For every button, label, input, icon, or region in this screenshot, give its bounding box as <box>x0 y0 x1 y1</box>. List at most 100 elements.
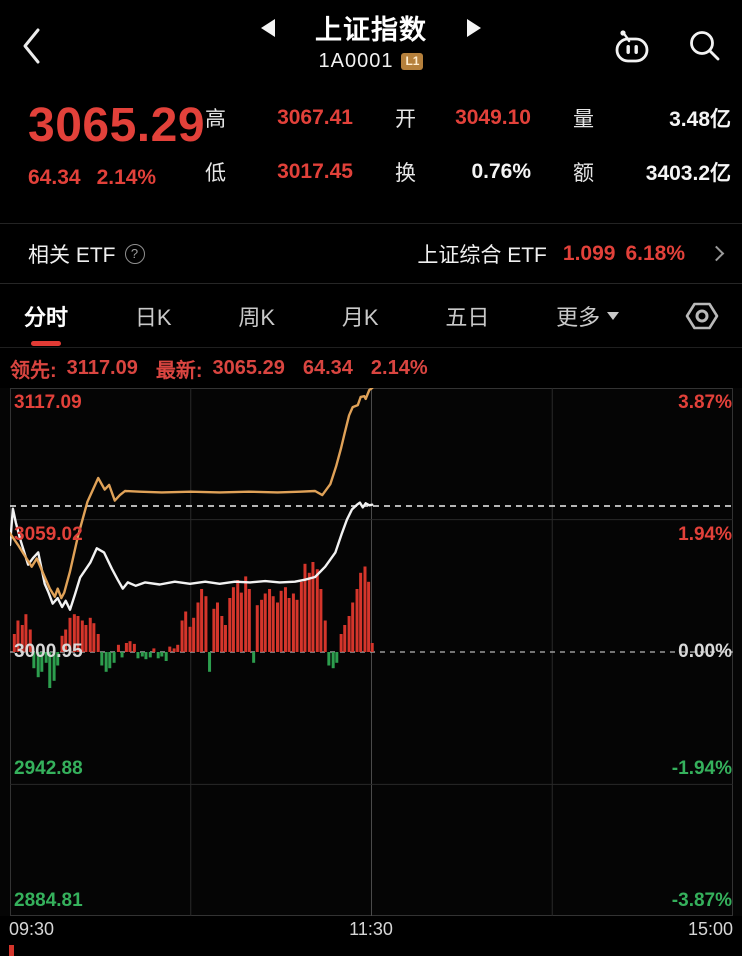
volume-bar-up <box>287 598 291 652</box>
volume-bar-up <box>255 605 259 652</box>
volume-bar-up <box>367 581 371 652</box>
chart-period-tabs: 分时 日K 周K 月K 五日 更多 <box>0 284 742 348</box>
tab-intraday[interactable]: 分时 <box>22 292 70 340</box>
y-axis-price-label: 3117.09 <box>14 392 82 413</box>
ai-assistant-button[interactable] <box>612 27 652 65</box>
y-axis-price-label: 3000.95 <box>14 641 83 662</box>
related-etf-row[interactable]: 相关 ETF ? 上证综合 ETF 1.099 6.18% <box>0 224 742 284</box>
y-axis-percent-label: 3.87% <box>678 392 732 413</box>
last-percent: 2.14% <box>370 356 428 379</box>
volume-bar-down <box>32 652 36 669</box>
tab-daily-k[interactable]: 日K <box>134 304 172 330</box>
price-line <box>10 501 374 611</box>
quote-level-badge: L1 <box>401 53 424 70</box>
help-icon[interactable]: ? <box>124 243 145 264</box>
tab-monthly-k[interactable]: 月K <box>341 304 379 330</box>
price-change: 64.34 2.14% <box>28 166 156 190</box>
volume-bar-up <box>216 602 220 652</box>
volume-bar-up <box>276 602 280 652</box>
page-title: 上证指数 <box>315 15 427 45</box>
related-etf-label: 相关 ETF <box>28 243 116 267</box>
volume-bar-up <box>212 608 216 652</box>
volume-bar-down <box>48 652 52 688</box>
header-title-block: 上证指数 1A0001 L1 <box>261 8 481 73</box>
back-button[interactable] <box>20 26 46 66</box>
prev-stock-button[interactable] <box>261 18 275 37</box>
volume-bar-up <box>323 620 327 652</box>
back-chevron-icon <box>23 28 40 64</box>
volume-bar-up <box>220 616 224 652</box>
volume-bar-up <box>291 593 295 652</box>
volume-bar-up <box>200 589 204 652</box>
volume-bar-down <box>144 652 148 660</box>
volume-bar-up <box>231 587 235 652</box>
search-button[interactable] <box>688 29 722 63</box>
y-axis-price-label: 2884.81 <box>14 890 83 911</box>
last-change: 64.34 <box>302 356 353 379</box>
current-price: 3065.29 <box>28 99 206 152</box>
time-label-midday: 11:30 <box>349 918 393 939</box>
volume-bar-up <box>72 614 76 652</box>
volume-bar-up <box>76 616 80 652</box>
chart-settings-button[interactable] <box>684 300 720 332</box>
change-percent: 2.14% <box>96 166 157 189</box>
volume-bar-up <box>268 589 272 652</box>
quote-stats-grid: 高 3067.41 开 3049.10 量 3.48亿 低 3017.45 换 … <box>205 104 731 186</box>
volume-bar-up <box>176 644 180 652</box>
volume-bar-up <box>96 634 100 652</box>
volume-bar-up <box>271 596 275 652</box>
volume-bar-up <box>260 599 264 652</box>
volume-bar-down <box>120 652 124 658</box>
quote-panel: 3065.29 64.34 2.14% 高 3067.41 开 3049.10 … <box>0 92 742 224</box>
volume-bar-up <box>355 589 359 652</box>
stat-amount: 额 3403.2亿 <box>573 162 731 185</box>
subchart-red-tick <box>9 945 14 956</box>
etf-price: 1.099 <box>562 241 616 265</box>
header-actions <box>612 27 722 65</box>
tab-weekly-k[interactable]: 周K <box>238 304 276 330</box>
last-label: 最新: <box>155 359 203 382</box>
tab-five-day[interactable]: 五日 <box>445 304 490 330</box>
header: 上证指数 1A0001 L1 <box>0 0 742 92</box>
volume-bar-down <box>56 652 60 666</box>
lead-label: 领先: <box>10 359 57 382</box>
volume-bar-up <box>172 648 176 652</box>
volume-bar-up <box>16 620 20 652</box>
volume-bar-up <box>244 576 248 652</box>
volume-bar-up <box>343 625 347 652</box>
volume-bar-up <box>24 614 28 652</box>
stat-turnover-rate: 换 0.76% <box>395 160 531 185</box>
volume-bar-up <box>239 592 243 652</box>
volume-bar-up <box>279 590 283 652</box>
next-stock-button[interactable] <box>467 18 481 37</box>
volume-bar-up <box>64 629 68 652</box>
volume-bar-up <box>319 589 323 652</box>
y-axis-percent-label: -3.87% <box>671 890 732 911</box>
last-value: 3065.29 <box>212 356 285 379</box>
volume-bar-down <box>164 652 168 661</box>
volume-bar-up <box>180 620 184 652</box>
volume-bar-down <box>40 652 44 672</box>
volume-bar-up <box>60 635 64 652</box>
volume-bar-up <box>363 566 367 652</box>
time-label-open: 09:30 <box>9 918 55 939</box>
intraday-chart[interactable]: 3117.09 3.87% 3059.02 1.94% 3000.95 0.00% 2942… <box>0 388 742 916</box>
search-icon <box>690 31 720 61</box>
volume-bar-up <box>303 563 307 652</box>
volume-bar-up <box>168 646 172 652</box>
stat-low: 低 3017.45 <box>205 160 353 185</box>
volume-bar-up <box>351 602 355 652</box>
volume-bar-down <box>44 652 48 663</box>
tab-more[interactable]: 更多 <box>554 292 621 340</box>
volume-bar-up <box>12 634 16 652</box>
time-label-close: 15:00 <box>687 918 733 939</box>
volume-bar-down <box>160 652 164 657</box>
volume-bar-up <box>184 611 188 652</box>
volume-bar-up <box>236 580 240 652</box>
volume-bar-down <box>331 652 335 669</box>
volume-bar-down <box>136 652 140 659</box>
volume-bar-down <box>208 652 212 672</box>
leading-line <box>10 388 374 600</box>
chart-info-line: 领先: 3117.09 最新: 3065.29 64.34 2.14% <box>0 348 742 388</box>
